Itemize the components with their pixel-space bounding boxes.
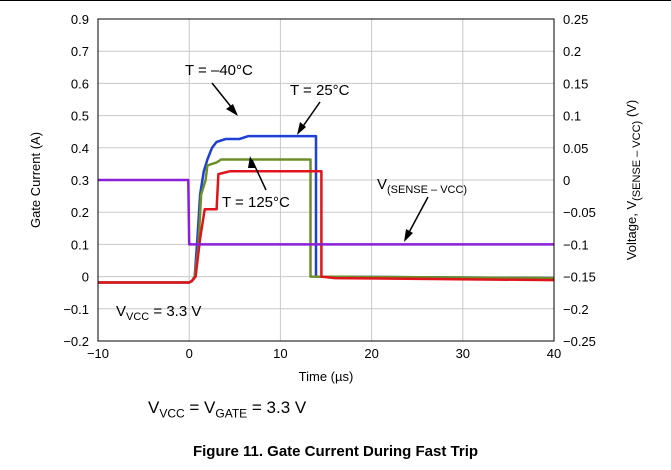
label-vsense: V(SENSE – VCC)	[377, 176, 467, 196]
annotations: T = –40°C T = 25°C T = 125°C V(SENSE – V…	[116, 62, 467, 323]
x-axis-title: Time (µs)	[299, 369, 354, 384]
top-rule	[0, 0, 671, 1]
y-right-tick-label: −0.05	[563, 205, 596, 220]
y-right-tick-label: 0.1	[563, 109, 581, 124]
y-right-tick-label: −0.2	[563, 302, 589, 317]
y-left-tick-label: 0.2	[71, 205, 89, 220]
y-left-tick-label: 0.1	[71, 237, 89, 252]
y-right-tick-label: 0.2	[563, 44, 581, 59]
arrowhead-t-125	[248, 156, 256, 168]
tick-labels: −10 0 10 20 30 40 0.25 0.2 0.15 0.1 0.05 0 −0.05 −0.1…	[63, 12, 596, 361]
figure-caption: Figure 11. Gate Current During Fast Trip	[192, 443, 479, 460]
x-tick-label: 10	[273, 346, 287, 361]
arrowhead-vsense	[404, 229, 413, 242]
series-line-t-125-c	[98, 169, 555, 284]
y-left-tick-label: −0.2	[63, 334, 89, 349]
label-t-minus40: T = –40°C	[185, 62, 253, 79]
y-left-tick-label: 0.4	[71, 141, 89, 156]
arrowhead-t-25	[297, 122, 306, 135]
y-right-tick-label: 0.15	[563, 76, 588, 91]
series-line-v-sense-vcc	[98, 178, 554, 246]
y-left-tick-label: −0.1	[63, 302, 89, 317]
plot-frame	[97, 18, 555, 342]
y-right-axis-title: Voltage, V(SENSE – VCC) (V)	[624, 100, 643, 260]
x-tick-label: −10	[87, 346, 109, 361]
gate-current-chart: −10 0 10 20 30 40 0.25 0.2 0.15 0.1 0.05 0 −0.05 −0.1…	[28, 12, 643, 384]
arrowhead-t-minus40	[226, 104, 238, 116]
series-group	[98, 134, 555, 284]
y-right-tick-label: 0	[563, 173, 570, 188]
y-left-tick-label: 0.6	[71, 76, 89, 91]
label-t-125: T = 125°C	[222, 194, 290, 211]
y-left-tick-label: 0.5	[71, 109, 89, 124]
y-left-axis-title: Gate Current (A)	[28, 132, 43, 228]
y-right-tick-label: 0.25	[563, 12, 588, 27]
label-t-25: T = 25°C	[290, 82, 350, 99]
y-left-tick-label: 0.3	[71, 173, 89, 188]
y-left-tick-label: 0.7	[71, 44, 89, 59]
y-right-tick-label: 0.05	[563, 141, 588, 156]
y-left-tick-label: 0	[82, 270, 89, 285]
y-right-tick-label: −0.25	[563, 334, 596, 349]
x-tick-label: 0	[186, 346, 193, 361]
y-right-tick-label: −0.1	[563, 237, 589, 252]
x-tick-label: 30	[456, 346, 470, 361]
y-right-tick-label: −0.15	[563, 270, 596, 285]
footnote-vvcc-vgate: VVCC = VGATE = 3.3 V	[148, 398, 307, 421]
label-vvcc: VVCC = 3.3 V	[116, 303, 201, 323]
x-tick-label: 20	[364, 346, 378, 361]
y-left-tick-label: 0.9	[71, 12, 89, 27]
x-tick-label: 40	[547, 346, 561, 361]
